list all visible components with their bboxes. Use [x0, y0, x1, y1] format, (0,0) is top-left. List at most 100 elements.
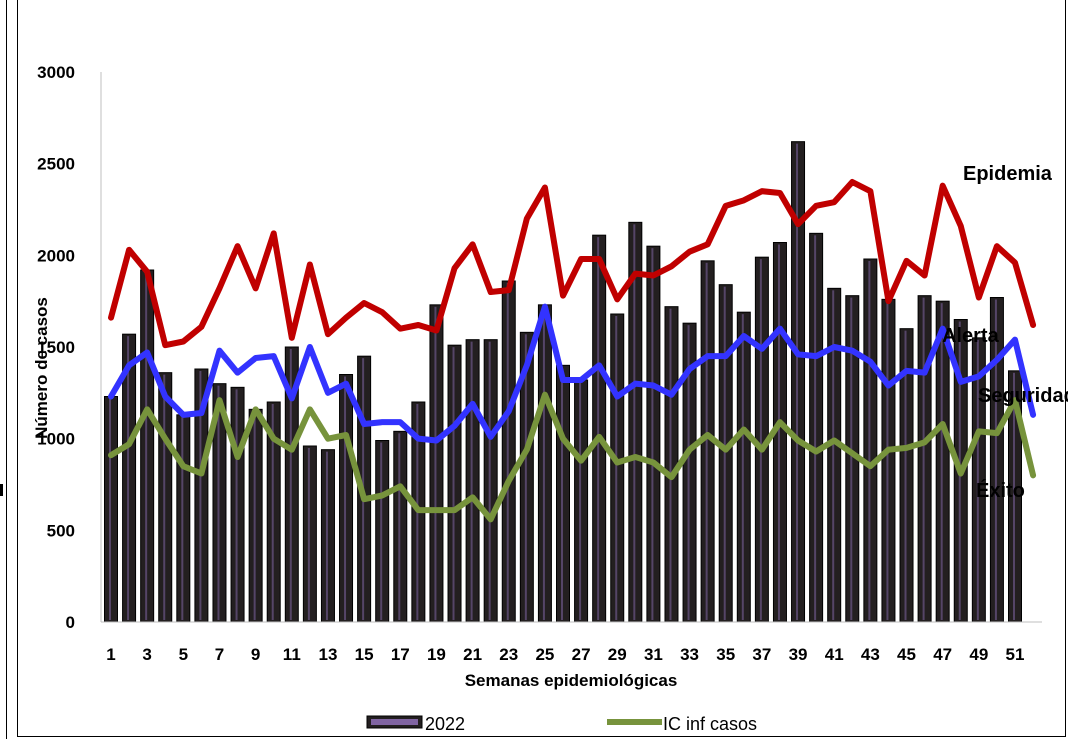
bar-highlight-week-17 [398, 433, 401, 620]
series-label-epidemia: Epidemia [963, 163, 1053, 185]
bar-highlight-week-29 [615, 316, 618, 620]
bar-highlight-week-5 [181, 416, 184, 620]
legend-swatch-2022-inner [371, 719, 418, 725]
x-tick-43: 43 [861, 645, 880, 664]
bar-highlight-week-41 [832, 290, 835, 620]
x-tick-13: 13 [318, 645, 337, 664]
bar-highlight-week-31 [651, 248, 654, 621]
bar-highlight-week-25 [542, 306, 545, 620]
x-tick-3: 3 [142, 645, 151, 664]
bar-highlight-week-14 [344, 376, 347, 620]
bar-highlight-week-43 [868, 261, 871, 620]
x-tick-11: 11 [283, 645, 301, 664]
x-tick-17: 17 [391, 645, 410, 664]
bar-highlight-week-3 [145, 272, 148, 620]
x-tick-31: 31 [644, 645, 663, 664]
bar-highlight-week-38 [777, 244, 780, 620]
bar-week-9 [248, 408, 263, 623]
bar-highlight-week-21 [470, 341, 473, 620]
y-tick-500: 500 [47, 521, 75, 540]
bar-highlight-week-13 [325, 451, 328, 620]
bar-highlight-week-12 [307, 448, 310, 620]
bar-highlight-week-36 [741, 314, 744, 620]
bar-highlight-week-16 [380, 442, 383, 620]
x-tick-labels: 1 3 5 7 9 11 13 15 17 19 21 23 25 27 29 31 33 35 37 39 41 43 4… [106, 645, 1024, 664]
bar-highlight-week-49 [976, 339, 979, 620]
bar-highlight-week-22 [488, 341, 491, 620]
x-tick-29: 29 [608, 645, 627, 664]
bar-highlight-week-1 [109, 398, 111, 620]
x-tick-47: 47 [933, 645, 952, 664]
bar-highlight-week-40 [814, 235, 817, 620]
bar-highlight-week-8 [235, 389, 238, 620]
bar-highlight-week-30 [633, 224, 636, 620]
bar-highlight-week-6 [199, 371, 202, 620]
left-edge-mark [0, 484, 3, 496]
x-tick-49: 49 [969, 645, 988, 664]
x-tick-23: 23 [499, 645, 518, 664]
legend-label-ic: IC inf casos [663, 714, 757, 734]
y-tick-1000: 1000 [37, 430, 75, 449]
y-tick-1500: 1500 [37, 338, 75, 357]
x-tick-25: 25 [535, 645, 554, 664]
left-border-line [6, 0, 7, 739]
x-tick-51: 51 [1006, 645, 1025, 664]
x-tick-19: 19 [427, 645, 446, 664]
bar-highlight-week-27 [579, 382, 582, 620]
y-tick-2500: 2500 [37, 155, 75, 174]
bar-highlight-week-10 [271, 404, 274, 620]
line-alerta [108, 303, 1037, 444]
x-tick-5: 5 [179, 645, 188, 664]
x-tick-35: 35 [716, 645, 735, 664]
x-tick-37: 37 [752, 645, 771, 664]
x-tick-21: 21 [463, 645, 482, 664]
bar-highlight-week-20 [452, 347, 455, 620]
x-tick-7: 7 [215, 645, 224, 664]
series-label-seguridad: Seguridad [978, 385, 1068, 407]
x-tick-45: 45 [897, 645, 916, 664]
y-tick-0: 0 [66, 613, 75, 632]
y-tick-3000: 3000 [37, 63, 75, 82]
x-tick-1: 1 [106, 645, 115, 664]
lines-layer [108, 179, 1037, 523]
series-label-alerta: Alerta [942, 325, 1000, 347]
bar-highlight-week-35 [723, 286, 726, 620]
bar-highlight-week-37 [759, 259, 762, 620]
y-axis-title: Número de casos [32, 297, 51, 439]
x-axis-title: Semanas epidemiológicas [465, 671, 678, 690]
bar-highlight-week-32 [669, 308, 672, 620]
bar-highlight-week-2 [127, 336, 130, 620]
x-tick-39: 39 [789, 645, 808, 664]
x-tick-15: 15 [355, 645, 374, 664]
y-tick-labels: 0 500 1000 1500 2000 2500 3000 [37, 63, 75, 632]
chart-frame [17, 0, 1066, 737]
bar-highlight-week-28 [597, 237, 600, 621]
x-tick-41: 41 [825, 645, 844, 664]
y-tick-2000: 2000 [37, 246, 75, 265]
bar-highlight-week-33 [687, 325, 690, 620]
bar-highlight-week-24 [524, 334, 527, 620]
bar-highlight-week-9 [253, 411, 256, 620]
bar-highlight-week-7 [217, 385, 220, 620]
series-label-exito: Éxito [976, 479, 1025, 502]
bar-highlight-week-45 [904, 330, 907, 620]
bar-highlight-week-26 [561, 367, 563, 620]
bar-highlight-week-11 [289, 349, 292, 620]
bar-highlight-week-4 [163, 374, 166, 620]
line-xito [108, 391, 1037, 523]
bar-highlight-week-46 [922, 297, 925, 620]
bar-highlight-week-51 [1013, 372, 1015, 620]
bar-highlight-week-50 [994, 299, 997, 620]
bar-highlight-week-44 [886, 301, 889, 620]
bar-highlight-week-34 [705, 262, 708, 620]
x-tick-27: 27 [572, 645, 591, 664]
bar-highlight-week-19 [434, 306, 437, 620]
bar-highlight-week-47 [940, 303, 943, 620]
x-tick-9: 9 [251, 645, 260, 664]
line-epidemia [108, 179, 1037, 349]
x-tick-33: 33 [680, 645, 699, 664]
bar-highlight-week-39 [796, 143, 799, 621]
legend-label-2022: 2022 [425, 714, 465, 734]
bar-highlight-week-23 [506, 283, 509, 620]
